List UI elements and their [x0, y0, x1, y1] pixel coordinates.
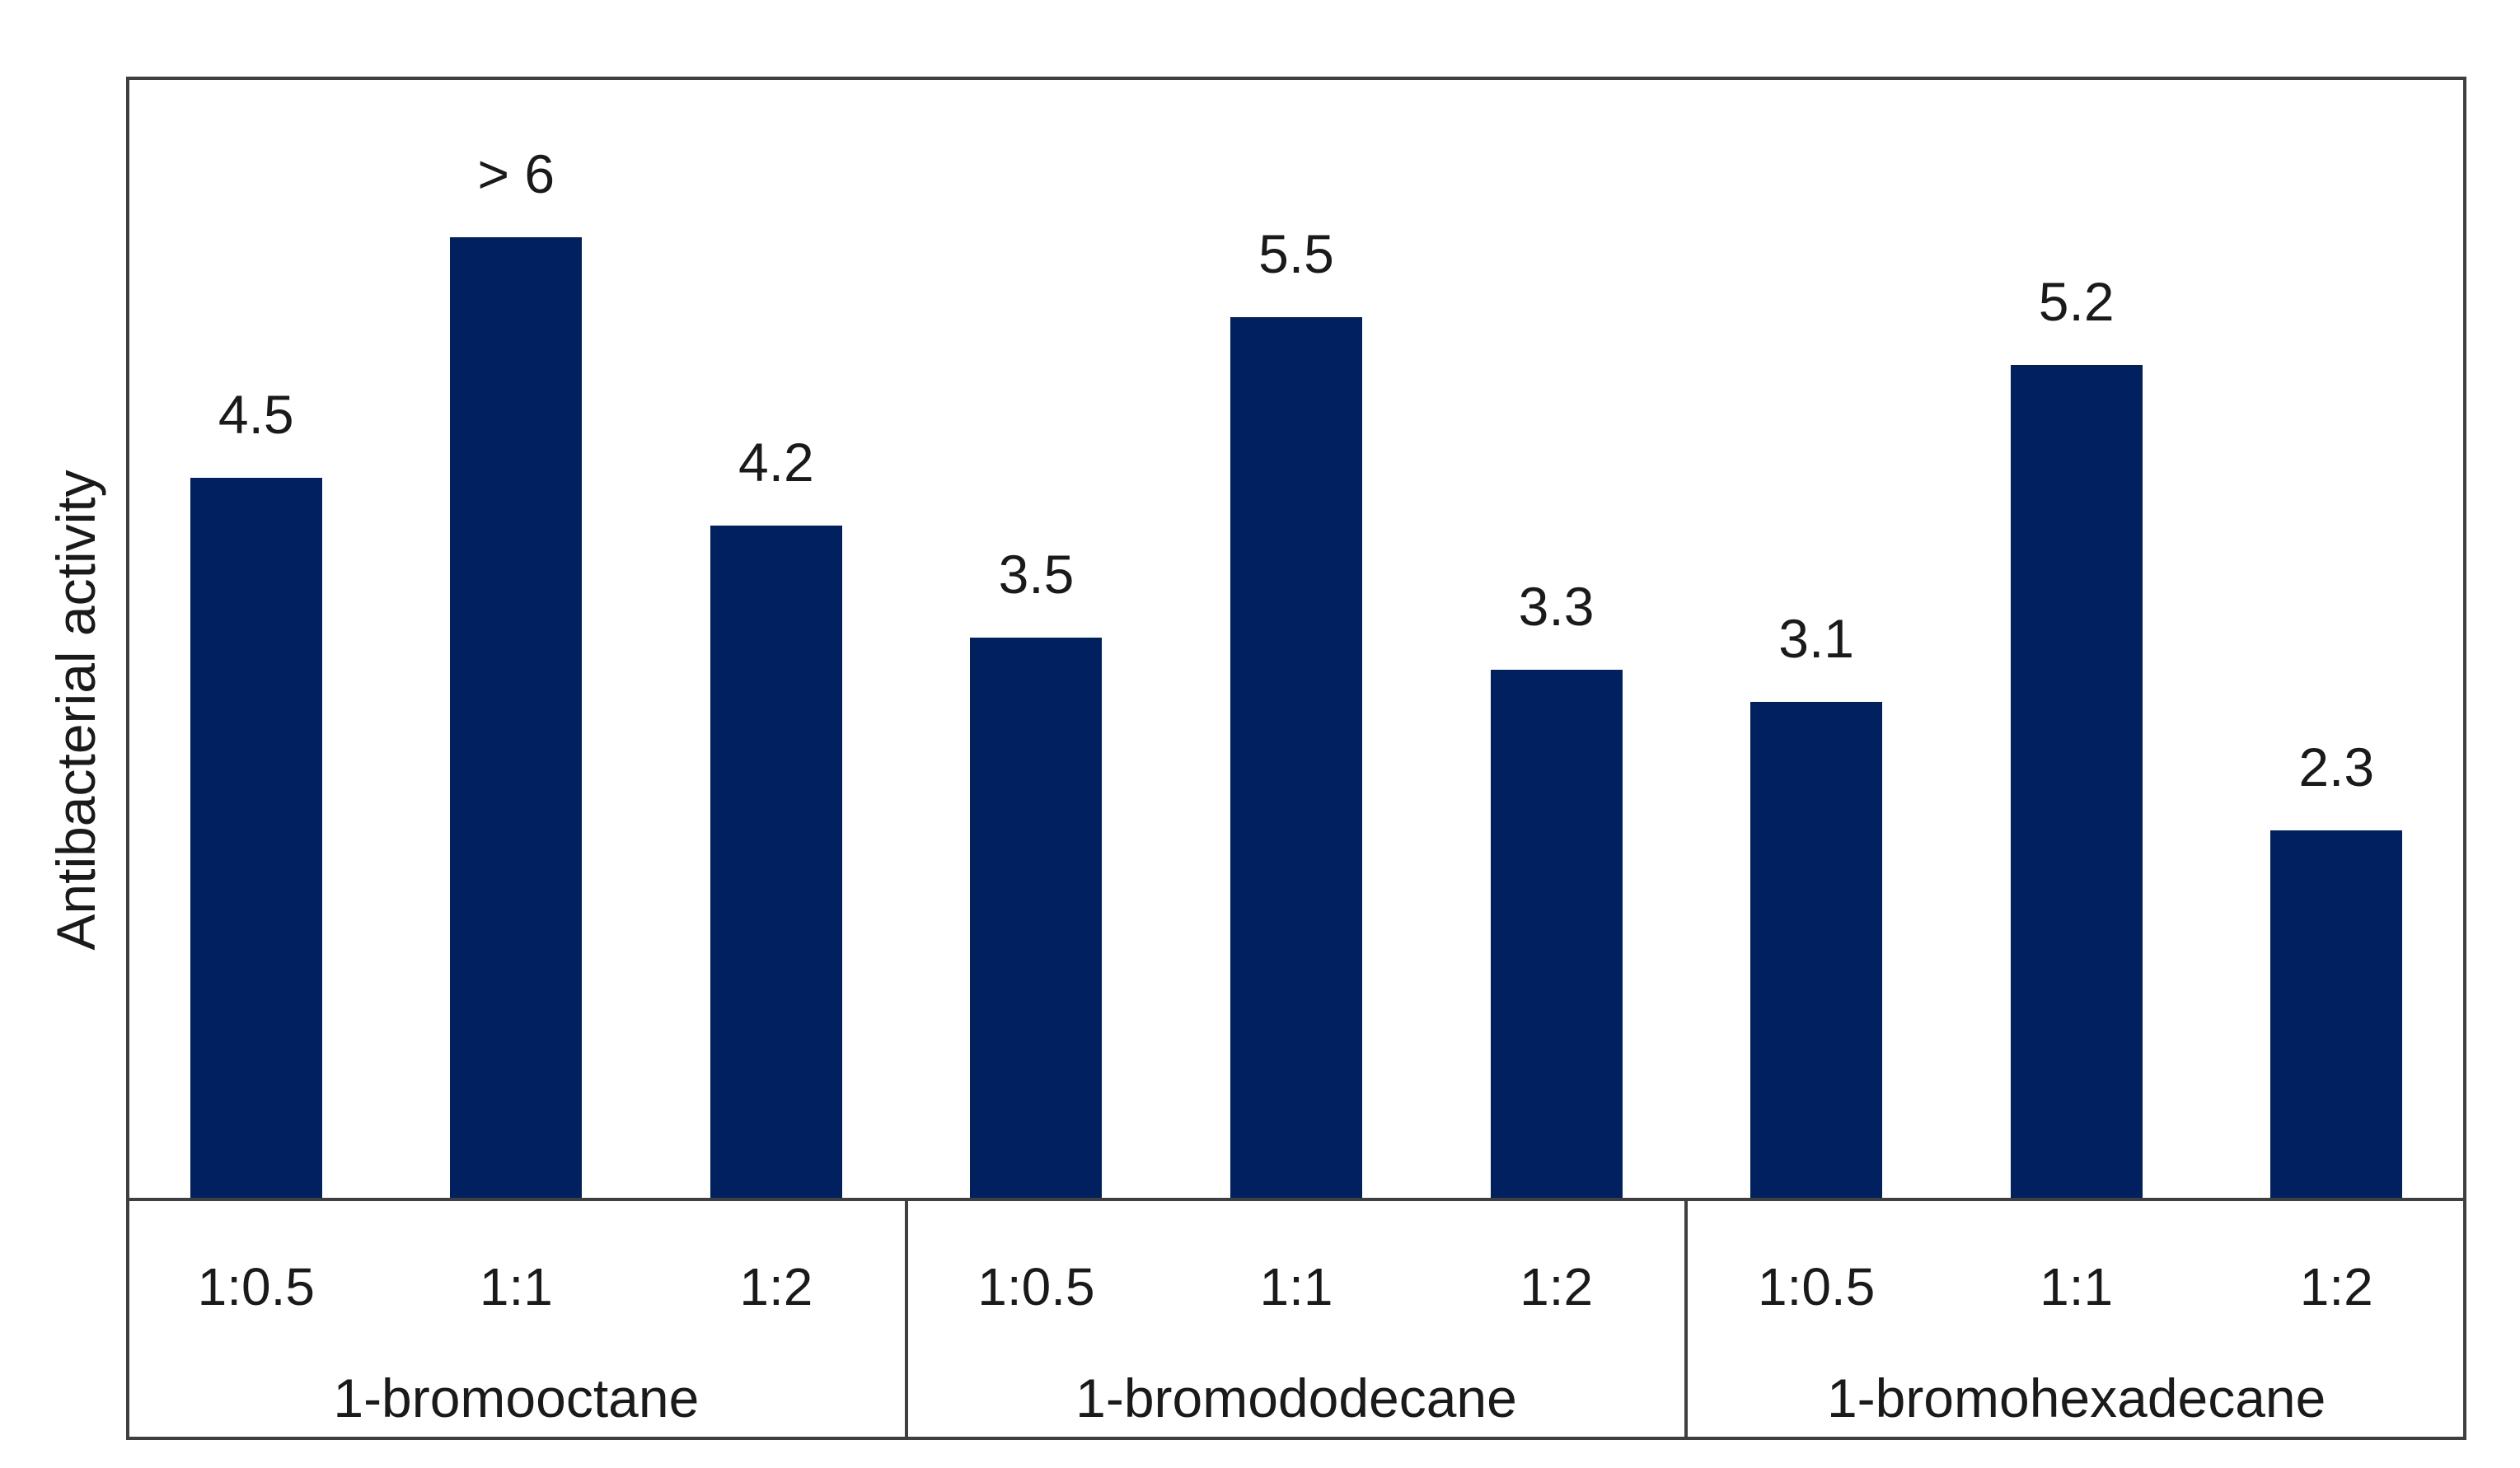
bar	[710, 526, 842, 1199]
bar	[1230, 317, 1362, 1199]
x-tick-label: 1:1	[2040, 1257, 2114, 1316]
x-tick-label: 1:0.5	[977, 1257, 1095, 1316]
group-label: 1-bromooctane	[333, 1367, 700, 1428]
bar-value-label: 3.3	[1518, 576, 1595, 637]
x-tick-label: 1:1	[479, 1257, 553, 1316]
bar	[970, 638, 1103, 1199]
bar	[190, 478, 322, 1199]
group-label: 1-bromohexadecane	[1826, 1367, 2326, 1428]
bar-value-label: 3.1	[1778, 608, 1854, 669]
group-divider	[904, 1199, 908, 1440]
bar	[2010, 365, 2143, 1199]
y-axis-label: Antibacterial activity	[45, 470, 106, 951]
x-tick-label: 1:0.5	[1757, 1257, 1876, 1316]
bar	[1490, 670, 1623, 1199]
bar-value-label: 5.2	[2038, 271, 2115, 332]
bar-value-label: 4.5	[218, 384, 294, 445]
bar	[2270, 830, 2403, 1199]
bar-value-label: 2.3	[2298, 736, 2375, 797]
x-axis-line	[126, 1198, 2466, 1201]
bar	[1750, 702, 1883, 1199]
bar-value-label: 4.2	[738, 432, 814, 493]
x-tick-label: 1:2	[2299, 1257, 2373, 1316]
x-tick-label: 1:1	[1259, 1257, 1333, 1316]
x-tick-label: 1:2	[1520, 1257, 1594, 1316]
bar-value-label: 3.5	[998, 544, 1075, 605]
x-tick-label: 1:0.5	[197, 1257, 315, 1316]
bar-value-label: > 6	[477, 143, 555, 204]
x-tick-label: 1:2	[739, 1257, 813, 1316]
group-divider	[1684, 1199, 1689, 1440]
plot-area-border	[126, 77, 2466, 1440]
bar	[450, 237, 583, 1199]
bar-value-label: 5.5	[1258, 223, 1334, 284]
group-label: 1-bromododecane	[1075, 1367, 1517, 1428]
